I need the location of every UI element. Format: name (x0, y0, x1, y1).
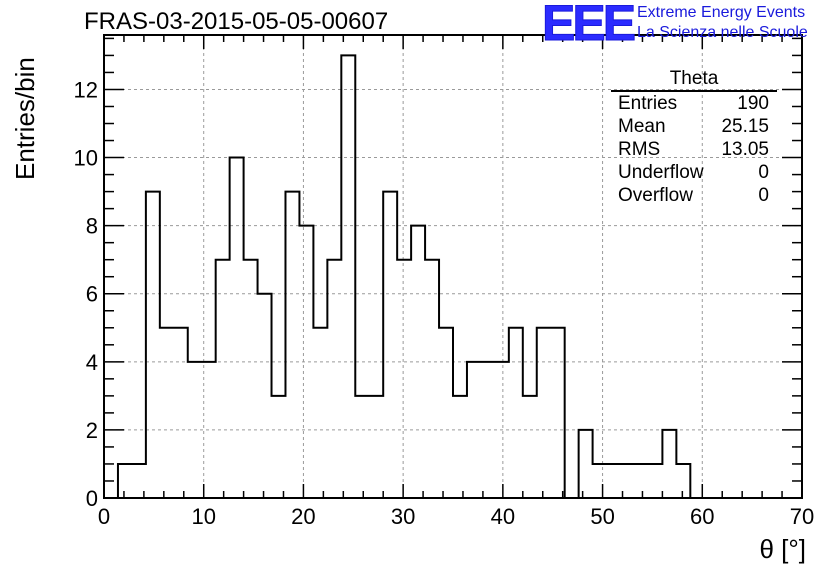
stats-value: 0 (758, 185, 769, 206)
x-tick-label: 60 (690, 504, 714, 529)
x-axis-label: θ [°] (759, 534, 806, 564)
x-tick-label: 30 (391, 504, 415, 529)
stats-row-underflow: Underflow 0 (611, 161, 777, 184)
y-tick-label: 6 (86, 282, 98, 307)
stats-row-rms: RMS 13.05 (611, 138, 777, 161)
stats-value: 0 (758, 162, 769, 183)
stats-label: Overflow (618, 185, 693, 206)
stats-label: Mean (618, 116, 666, 137)
y-tick-label: 10 (74, 146, 98, 171)
stats-value: 25.15 (721, 116, 769, 137)
x-tick-label: 20 (291, 504, 315, 529)
y-tick-label: 8 (86, 214, 98, 239)
stats-title: Theta (611, 68, 777, 92)
stats-value: 190 (737, 93, 769, 114)
eee-logo: EEE (541, 0, 636, 52)
x-tick-label: 10 (191, 504, 215, 529)
x-tick-label: 50 (590, 504, 614, 529)
y-tick-label: 12 (74, 77, 98, 102)
stats-row-mean: Mean 25.15 (611, 115, 777, 138)
x-tick-label: 40 (491, 504, 515, 529)
histogram-step-line (116, 54, 692, 499)
stats-row-overflow: Overflow 0 (611, 184, 777, 207)
plot-frame (103, 34, 803, 499)
stats-label: Entries (618, 93, 678, 114)
y-tick-label: 0 (86, 486, 98, 511)
y-tick-label: 2 (86, 418, 98, 443)
y-tick-label: 4 (86, 350, 98, 375)
chart-title: FRAS-03-2015-05-05-00607 (84, 8, 389, 35)
logo-caption-line-1: Extreme Energy Events (637, 4, 806, 21)
stats-box: Theta Entries 190 Mean 25.15 RMS 13.05 Underfl… (611, 68, 777, 207)
logo-caption-line-2: La Scienza nelle Scuole (637, 24, 808, 41)
stats-label: RMS (618, 139, 661, 160)
y-axis-label: Entries/bin (10, 57, 40, 180)
axes: 0 10 20 30 40 50 60 70 0 2 4 6 8 10 12 (74, 34, 814, 529)
x-tick-label: 0 (98, 504, 110, 529)
stats-label: Underflow (618, 162, 704, 183)
x-tick-label: 70 (790, 504, 814, 529)
stats-value: 13.05 (721, 139, 769, 160)
stats-row-entries: Entries 190 (611, 92, 777, 115)
